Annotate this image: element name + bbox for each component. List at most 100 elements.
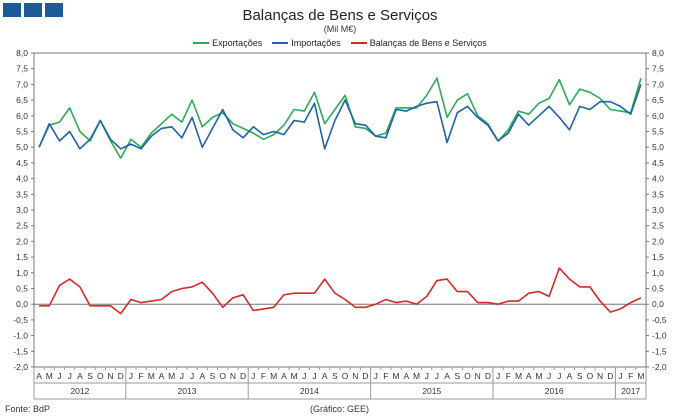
x-tick-label-month: N <box>352 371 358 381</box>
x-tick-label-year: 2015 <box>422 386 441 396</box>
x-tick-label-month: F <box>506 371 511 381</box>
x-tick-label-month: A <box>36 371 42 381</box>
y-tick-label-left: 6,5 <box>16 95 28 105</box>
x-tick-label-month: M <box>148 371 155 381</box>
x-tick-label-month: D <box>485 371 491 381</box>
x-tick-label-month: O <box>219 371 226 381</box>
series-line-2 <box>39 267 642 315</box>
x-tick-label-month: J <box>425 371 429 381</box>
x-tick-label-month: F <box>261 371 266 381</box>
x-tick-label-year: 2012 <box>70 386 89 396</box>
chart-legend: Exportações Importações Balanças de Bens… <box>0 38 680 48</box>
y-tick-label-right: -0,5 <box>652 315 667 325</box>
y-tick-label-left: 1,5 <box>16 252 28 262</box>
x-tick-label-month: N <box>475 371 481 381</box>
x-tick-label-month: J <box>618 371 622 381</box>
y-tick-label-left: 5,5 <box>16 127 28 137</box>
y-tick-label-right: 4,5 <box>652 158 664 168</box>
x-tick-label-month: D <box>362 371 368 381</box>
y-tick-label-right: 1,5 <box>652 252 664 262</box>
x-tick-label-year: 2017 <box>621 386 640 396</box>
logo <box>3 3 63 17</box>
chart-title: Balanças de Bens e Serviços <box>242 7 438 24</box>
y-tick-label-right: 0,5 <box>652 284 664 294</box>
y-tick-label-left: 2,5 <box>16 221 28 231</box>
x-tick-label-month: M <box>515 371 522 381</box>
plot-area-frame <box>33 52 647 368</box>
x-tick-label-month: O <box>97 371 104 381</box>
x-tick-label-month: S <box>577 371 583 381</box>
logo-square <box>3 3 21 17</box>
y-tick-label-left: 4,5 <box>16 158 28 168</box>
x-tick-label-month: M <box>535 371 542 381</box>
y-tick-label-left: 3,5 <box>16 189 28 199</box>
legend-label-exports: Exportações <box>212 38 263 48</box>
x-tick-label-month: A <box>199 371 205 381</box>
y-tick-label-right: 5,0 <box>652 142 664 152</box>
y-tick-label-left: 6,0 <box>16 111 28 121</box>
x-tick-label-year: 2016 <box>545 386 564 396</box>
x-tick-label-month: M <box>46 371 53 381</box>
legend-item-exports: Exportações <box>193 38 262 48</box>
y-tick-label-left: 1,0 <box>16 268 28 278</box>
y-tick-label-left: -1,0 <box>13 331 28 341</box>
x-tick-label-month: A <box>444 371 450 381</box>
x-tick-label-year: 2014 <box>300 386 319 396</box>
logo-square <box>45 3 63 17</box>
x-tick-label-month: N <box>107 371 113 381</box>
x-tick-label-month: A <box>526 371 532 381</box>
y-tick-label-right: 2,5 <box>652 221 664 231</box>
x-tick-label-month: M <box>637 371 644 381</box>
x-tick-label-month: S <box>87 371 93 381</box>
x-tick-label-month: M <box>393 371 400 381</box>
y-tick-label-right: 3,0 <box>652 205 664 215</box>
y-tick-label-left: -1,5 <box>13 346 28 356</box>
x-tick-label-month: A <box>77 371 83 381</box>
legend-swatch-exports <box>193 42 210 44</box>
x-tick-label-month: J <box>302 371 306 381</box>
x-tick-label-month: J <box>129 371 133 381</box>
y-tick-label-left: -2,0 <box>13 362 28 372</box>
x-tick-label-month: J <box>547 371 551 381</box>
y-tick-label-right: 6,0 <box>652 111 664 121</box>
y-tick-label-right: 2,0 <box>652 236 664 246</box>
x-tick-label-month: S <box>454 371 460 381</box>
y-tick-label-left: 0,0 <box>16 299 28 309</box>
x-tick-label-month: J <box>251 371 255 381</box>
x-tick-label-month: A <box>159 371 165 381</box>
legend-swatch-imports <box>272 42 289 44</box>
x-tick-label-month: O <box>464 371 471 381</box>
y-tick-label-right: -1,0 <box>652 331 667 341</box>
x-tick-label-month: D <box>240 371 246 381</box>
series-line-0 <box>38 77 642 159</box>
y-tick-label-left: 7,5 <box>16 64 28 74</box>
x-tick-label-month: D <box>607 371 613 381</box>
source-note: Fonte: BdP <box>5 404 51 414</box>
y-tick-label-right: 7,5 <box>652 64 664 74</box>
y-tick-label-right: -1,5 <box>652 346 667 356</box>
chart-credit: (Gráfico: GEE) <box>310 404 370 414</box>
x-tick-label-year: 2013 <box>178 386 197 396</box>
y-tick-label-right: 8,0 <box>652 48 664 58</box>
x-tick-label-month: M <box>291 371 298 381</box>
x-tick-label-month: J <box>180 371 184 381</box>
series-line-1 <box>38 84 642 150</box>
y-tick-label-left: 8,0 <box>16 48 28 58</box>
x-tick-label-month: A <box>281 371 287 381</box>
y-tick-label-left: -0,5 <box>13 315 28 325</box>
y-tick-label-left: 5,0 <box>16 142 28 152</box>
x-tick-label-month: S <box>332 371 338 381</box>
x-tick-label-month: J <box>496 371 500 381</box>
x-tick-label-month: A <box>403 371 409 381</box>
y-tick-label-right: 0,0 <box>652 299 664 309</box>
logo-square <box>24 3 42 17</box>
x-tick-label-month: M <box>168 371 175 381</box>
x-tick-label-month: J <box>68 371 72 381</box>
x-tick-label-month: J <box>435 371 439 381</box>
y-tick-label-right: 7,0 <box>652 79 664 89</box>
x-tick-label-month: J <box>190 371 194 381</box>
y-tick-label-right: 4,0 <box>652 174 664 184</box>
y-tick-label-right: 3,5 <box>652 189 664 199</box>
chart-subtitle: (Mil M€) <box>323 24 357 34</box>
